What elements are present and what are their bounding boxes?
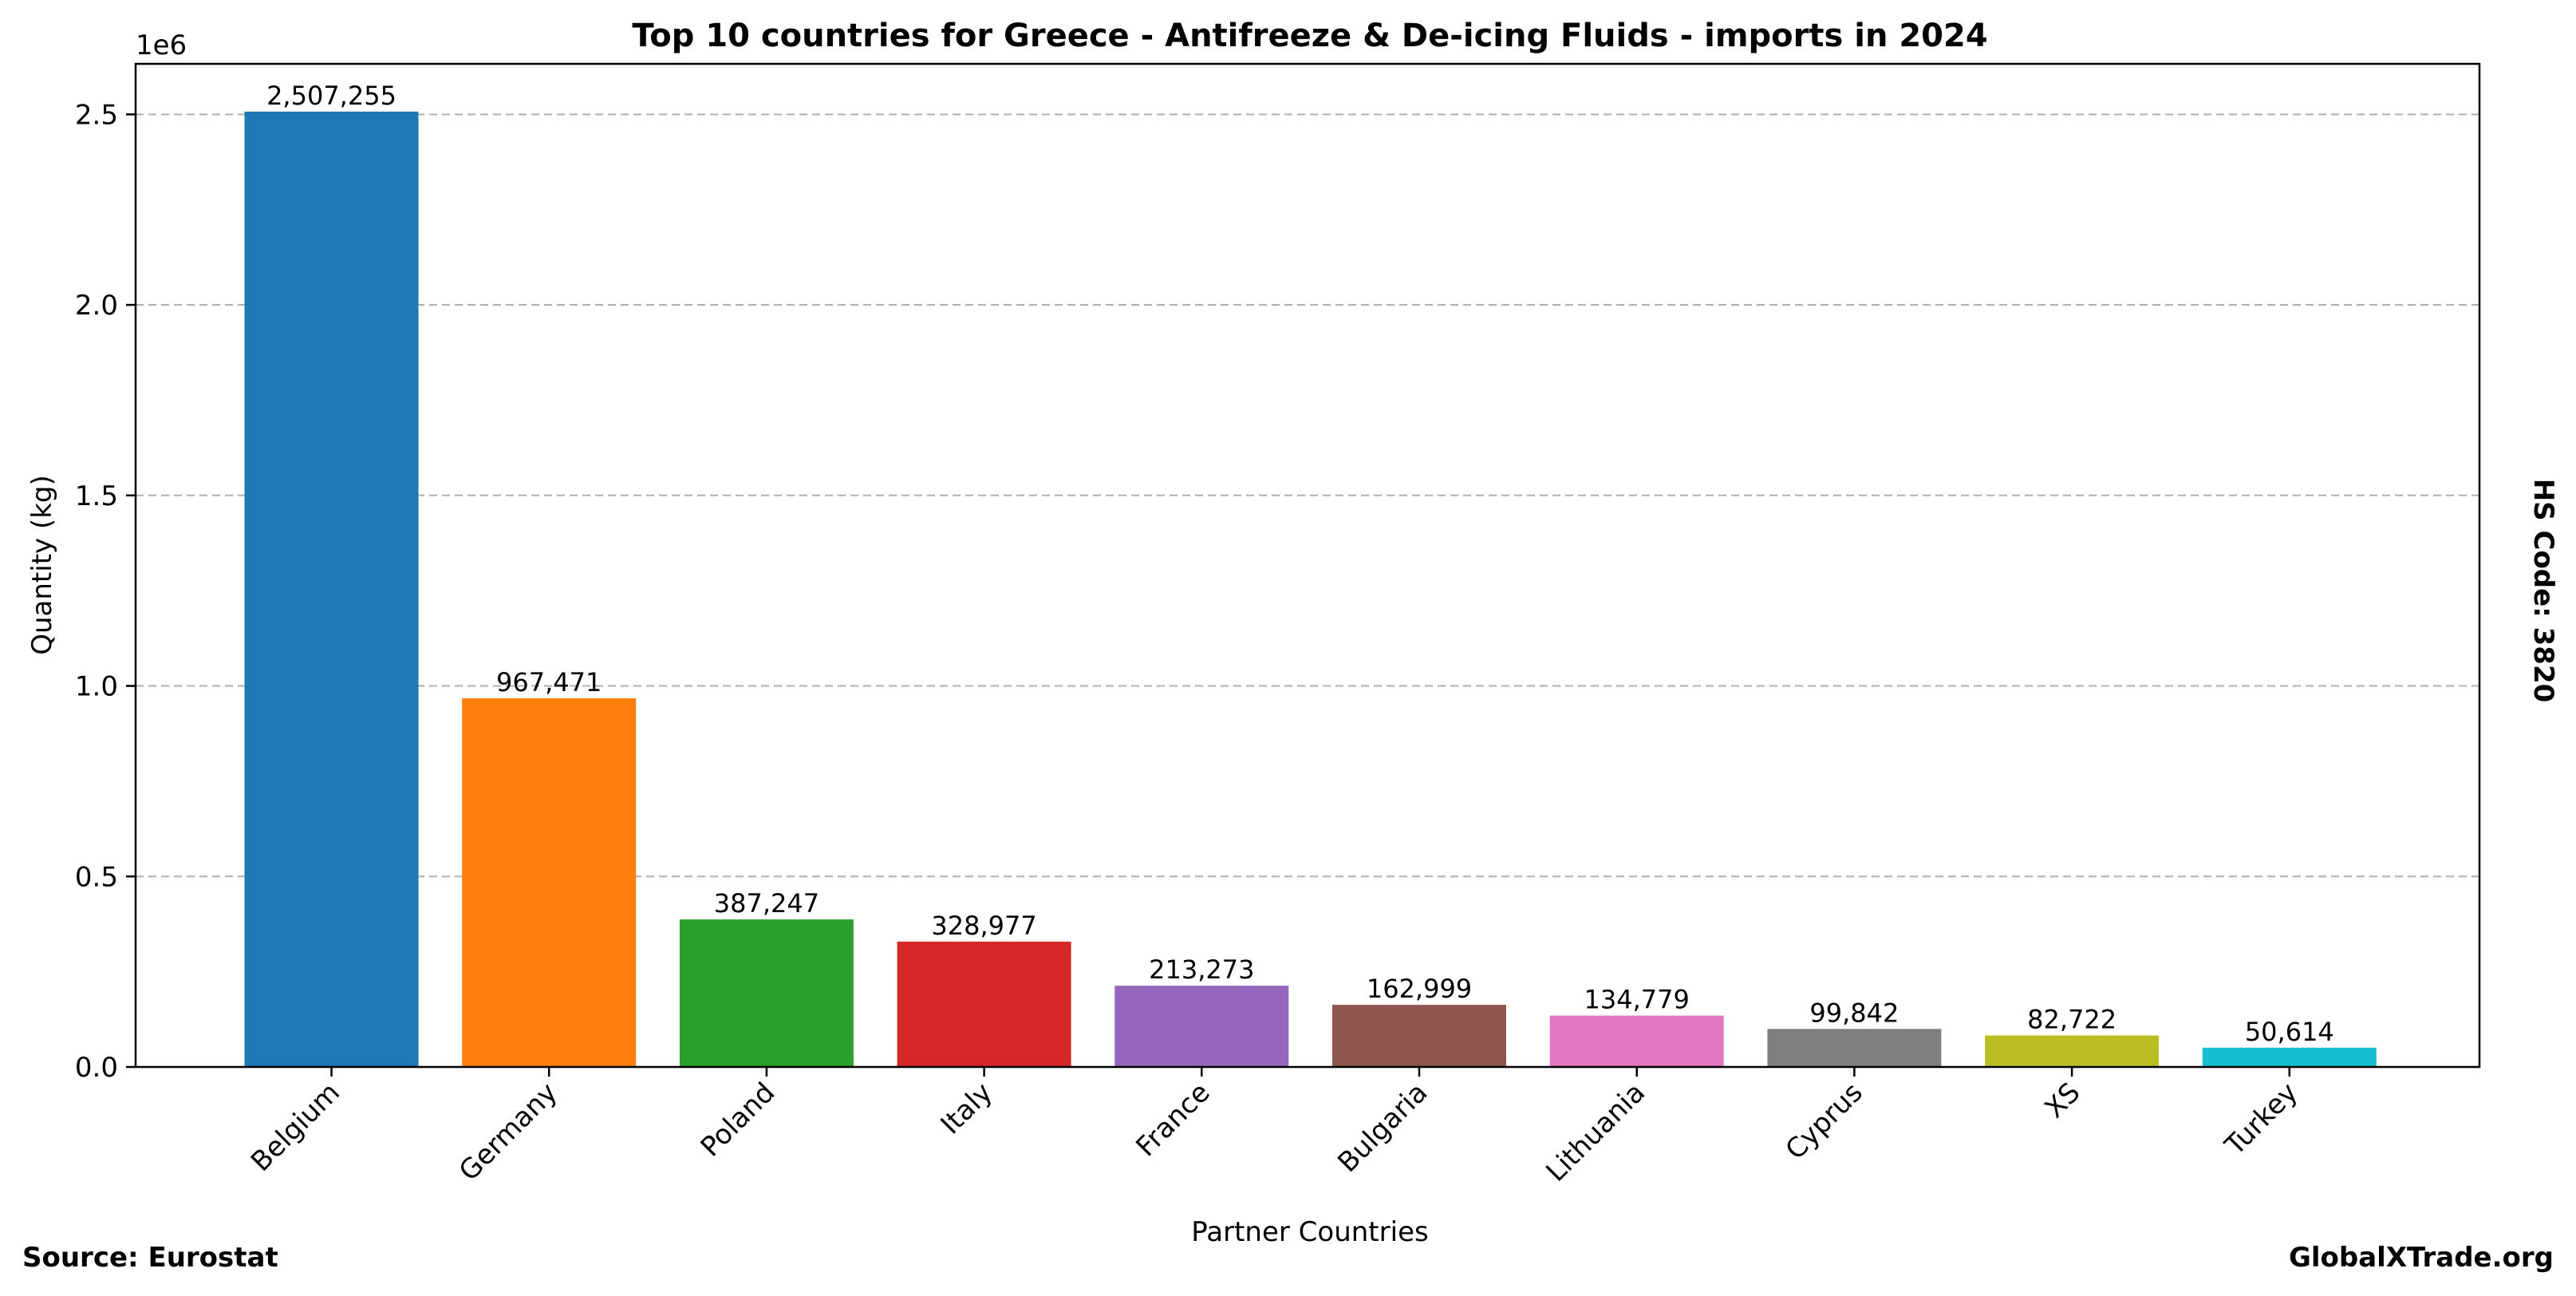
- bar-cyprus[interactable]: [1767, 1029, 1942, 1067]
- bar-value-label: 162,999: [1367, 974, 1472, 1004]
- chart-title: Top 10 countries for Greece - Antifreeze…: [632, 18, 1987, 54]
- y-tick-label: 0.0: [75, 1052, 118, 1084]
- x-tick-label: Bulgaria: [1331, 1077, 1434, 1179]
- x-tick-label: France: [1130, 1077, 1216, 1163]
- bar-belgium[interactable]: [244, 111, 419, 1067]
- y-axis-offset-label: 1e6: [136, 30, 187, 61]
- y-axis: 0.0 0.5 1.0 1.5 2.0 2.5: [75, 99, 136, 1084]
- bar-lithuania[interactable]: [1549, 1015, 1724, 1067]
- bar-value-label: 967,471: [496, 667, 602, 697]
- bars: [244, 111, 2377, 1067]
- x-tick-label: XS: [2038, 1077, 2086, 1124]
- y-tick-label: 1.5: [75, 480, 118, 512]
- bar-value-label: 82,722: [2027, 1005, 2116, 1035]
- y-tick-label: 0.5: [75, 861, 118, 893]
- bar-value-label: 50,614: [2245, 1017, 2334, 1047]
- y-axis-label: Quantity (kg): [26, 475, 58, 655]
- bar-value-label: 387,247: [714, 888, 819, 919]
- bar-germany[interactable]: [462, 698, 637, 1067]
- brand-label[interactable]: GlobalXTrade.org: [2288, 1242, 2554, 1274]
- bar-france[interactable]: [1114, 986, 1289, 1067]
- x-tick-label: Cyprus: [1780, 1077, 1869, 1166]
- bar-value-label: 134,779: [1584, 985, 1690, 1015]
- x-tick-label: Turkey: [2219, 1077, 2304, 1162]
- x-axis-label: Partner Countries: [1191, 1216, 1428, 1248]
- bar-xs[interactable]: [1985, 1035, 2160, 1067]
- plot-area-frame: [134, 62, 2481, 1069]
- x-axis: Belgium Germany Poland Italy France Bulgaria L…: [245, 1067, 2304, 1188]
- source-label: Source: Eurostat: [22, 1242, 278, 1274]
- bar-italy[interactable]: [897, 941, 1071, 1067]
- bar-poland[interactable]: [679, 919, 854, 1067]
- x-tick-label: Belgium: [245, 1077, 346, 1178]
- bar-value-label: 2,507,255: [266, 81, 396, 111]
- bar-value-label: 99,842: [1809, 998, 1899, 1028]
- bar-value-label: 328,977: [931, 911, 1036, 941]
- hs-code-label: HS Code: 3820: [2527, 478, 2559, 703]
- y-tick-label: 1.0: [75, 671, 118, 703]
- y-tick-label: 2.5: [75, 99, 118, 131]
- bar-turkey[interactable]: [2202, 1047, 2377, 1067]
- x-tick-label: Germany: [453, 1077, 564, 1187]
- x-tick-label: Lithuania: [1540, 1077, 1651, 1188]
- bar-value-label: 213,273: [1149, 954, 1254, 985]
- y-tick-label: 2.0: [75, 290, 118, 322]
- x-tick-label: Italy: [935, 1077, 999, 1140]
- x-tick-label: Poland: [695, 1077, 782, 1164]
- bar-bulgaria[interactable]: [1332, 1005, 1506, 1067]
- bar-value-labels: 2,507,255 967,471 387,247 328,977 213,273 162…: [266, 81, 2334, 1047]
